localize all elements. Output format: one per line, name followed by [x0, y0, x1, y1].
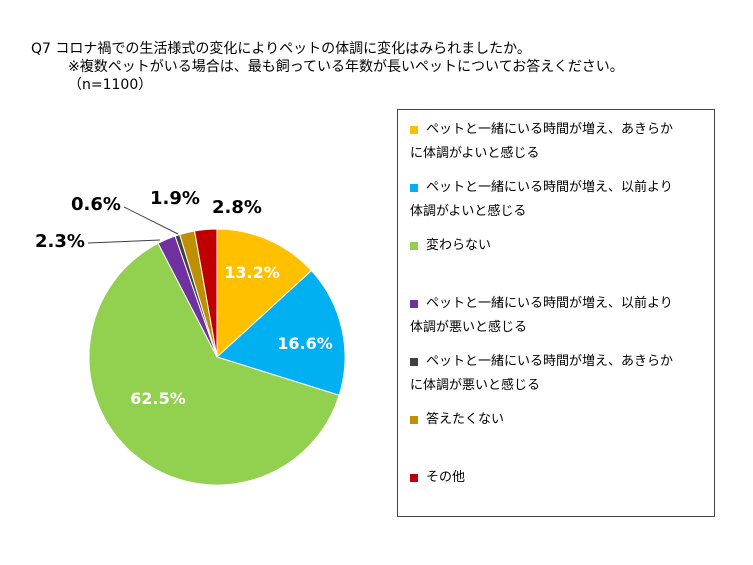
legend-item: ペットと一緒にいる時間が増え、以前より体調が悪いと感じる: [410, 292, 710, 340]
legend-label: 体調がよいと感じる: [410, 204, 527, 219]
legend-swatch: [410, 184, 418, 192]
legend-label: に体調が悪いと感じる: [410, 378, 541, 393]
data-label-6: 2.8%: [212, 197, 262, 218]
legend-label: 答えたくない: [426, 412, 505, 427]
legend-label: ペットと一緒にいる時間が増え、あきらか: [426, 122, 674, 137]
pie-slice-2: [88, 242, 340, 486]
leader-line-3: [87, 239, 161, 244]
legend-label: その他: [426, 470, 466, 485]
legend-swatch: [410, 126, 418, 134]
chart-subtitle: ※複数ペットがいる場合は、最も飼っている年数が長いペットについてお答えください。: [68, 59, 624, 75]
legend-swatch: [410, 474, 418, 482]
sample-size: （n=1100）: [68, 77, 153, 93]
legend-item: 答えたくない: [410, 408, 710, 432]
legend-item: 変わらない: [410, 234, 710, 258]
legend-swatch: [410, 358, 418, 366]
pie-slice-0: [216, 228, 313, 359]
legend-item: ペットと一緒にいる時間が増え、以前より体調がよいと感じる: [410, 176, 710, 224]
legend-swatch: [410, 416, 418, 424]
legend: ペットと一緒にいる時間が増え、あきらか に体調がよいと感じる ペットと一緒にいる時間…: [397, 109, 715, 517]
data-label-1: 16.6%: [277, 334, 333, 353]
legend-label: 体調が悪いと感じる: [410, 320, 528, 335]
legend-item: ペットと一緒にいる時間が増え、あきらかに体調が悪いと感じる: [410, 350, 710, 398]
legend-label: に体調がよいと感じる: [410, 146, 540, 161]
data-label-5: 1.9%: [150, 188, 200, 209]
legend-item: ペットと一緒にいる時間が増え、あきらかに体調がよいと感じる: [410, 118, 710, 166]
legend-item: その他: [410, 466, 710, 490]
data-label-4: 0.6%: [71, 194, 121, 215]
leader-line-4: [123, 206, 179, 235]
pie-slice-6: [193, 228, 218, 358]
legend-swatch: [410, 300, 418, 308]
legend-label: ペットと一緒にいる時間が増え、以前より: [426, 296, 673, 311]
legend-label: ペットと一緒にいる時間が増え、あきらか: [426, 354, 674, 369]
data-label-3: 2.3%: [35, 231, 85, 252]
legend-label: ペットと一緒にいる時間が増え、以前より: [426, 180, 673, 195]
pie-slice-1: [216, 269, 346, 396]
legend-label: 変わらない: [426, 238, 492, 253]
data-label-2: 62.5%: [130, 389, 186, 408]
chart-title: Q7 コロナ禍での生活様式の変化によりペットの体調に変化はみられましたか。: [31, 41, 531, 57]
data-label-0: 13.2%: [224, 263, 280, 282]
legend-swatch: [410, 242, 418, 250]
